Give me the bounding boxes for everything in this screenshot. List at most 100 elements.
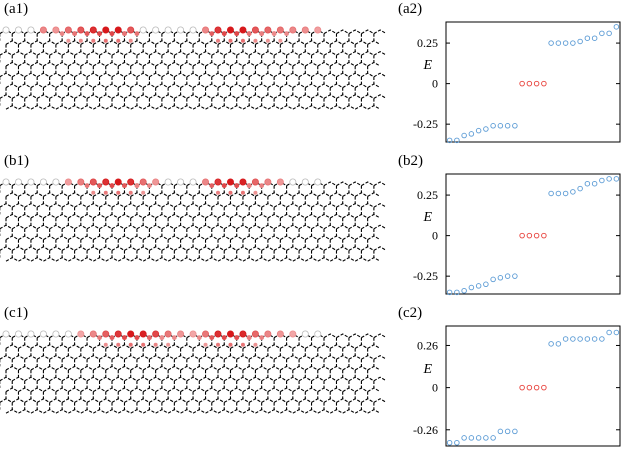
lattice-bond	[55, 213, 69, 219]
lattice-bond	[142, 61, 156, 67]
lattice-bond	[30, 344, 44, 349]
edge-site	[97, 335, 102, 340]
lattice-bond	[174, 72, 188, 78]
lattice-bond	[111, 246, 125, 251]
edge-site	[284, 31, 289, 36]
lattice-bond	[286, 72, 300, 78]
edge-site	[209, 335, 215, 340]
lattice-bond	[24, 50, 38, 56]
edge-site	[14, 330, 22, 338]
lattice-bond	[298, 246, 312, 251]
lattice-bond	[211, 72, 225, 78]
lattice-map-c1	[0, 330, 387, 414]
edge-site	[221, 31, 227, 36]
lattice-bond	[161, 72, 175, 78]
edge-site	[264, 178, 272, 186]
lattice-bond	[205, 61, 219, 67]
panel-label-c1: (c1)	[4, 305, 29, 321]
bulk-state-point	[570, 40, 576, 46]
lattice-bond	[74, 72, 88, 78]
lattice-bond	[205, 40, 219, 45]
lattice-bond	[255, 235, 269, 241]
edge-site	[221, 183, 227, 188]
lattice-bond	[286, 376, 300, 382]
lattice-bond	[99, 246, 113, 251]
lattice-bond	[105, 83, 119, 89]
lattice-bond	[180, 256, 194, 262]
edge-site	[253, 342, 258, 347]
lattice-bond	[124, 94, 138, 99]
edge-site	[84, 31, 90, 36]
lattice-bond	[117, 365, 131, 371]
lattice-bond	[80, 213, 94, 219]
edge-state-point	[541, 384, 547, 391]
lattice-bond	[0, 246, 13, 251]
edge-site	[77, 330, 85, 338]
lattice-bond	[336, 376, 350, 382]
lattice-bond	[305, 104, 319, 110]
lattice-bond	[298, 50, 312, 56]
edge-site	[27, 26, 35, 34]
lattice-bond	[223, 376, 237, 382]
y-tick-label: -0.25	[413, 269, 438, 283]
lattice-bond	[373, 333, 387, 339]
lattice-bond	[93, 104, 107, 110]
lattice-bond	[261, 246, 275, 251]
lattice-bond	[111, 94, 125, 99]
lattice-bond	[323, 224, 337, 230]
lattice-bond	[242, 387, 256, 393]
lattice-bond	[292, 213, 306, 219]
lattice-bond	[24, 376, 38, 382]
lattice-bond	[223, 72, 237, 78]
lattice-bond	[117, 213, 131, 219]
edge-site	[39, 178, 47, 186]
lattice-bond	[273, 50, 287, 56]
lattice-bond	[373, 376, 387, 382]
lattice-bond	[155, 61, 169, 67]
lattice-bond	[61, 202, 75, 208]
bulk-state-point	[475, 127, 482, 134]
lattice-bond	[367, 104, 381, 110]
lattice-bond	[142, 235, 156, 241]
lattice-bond	[18, 61, 32, 67]
lattice-bond	[217, 387, 231, 393]
lattice-bond	[86, 354, 100, 360]
lattice-bond	[142, 83, 156, 89]
lattice-bond	[86, 94, 100, 99]
lattice-bond	[36, 50, 50, 56]
lattice-bond	[242, 365, 256, 371]
bulk-state-point	[555, 341, 562, 347]
lattice-bond	[43, 235, 57, 241]
lattice-bond	[93, 192, 107, 197]
lattice-bond	[317, 365, 331, 371]
lattice-bond	[105, 61, 119, 67]
lattice-bond	[5, 365, 19, 371]
edge-site	[301, 178, 309, 186]
lattice-bond	[286, 246, 300, 251]
edge-site	[114, 330, 122, 338]
lattice-bond	[174, 224, 188, 230]
lattice-bond	[105, 192, 119, 197]
lattice-bond	[49, 224, 63, 230]
lattice-bond	[329, 40, 343, 45]
lattice-bond	[217, 344, 231, 349]
lattice-bond	[242, 192, 256, 197]
lattice-bond	[217, 61, 231, 67]
lattice-bond	[30, 365, 44, 371]
edge-state-point	[541, 232, 547, 239]
lattice-bond	[305, 235, 319, 241]
lattice-bond	[230, 40, 244, 45]
edge-site	[114, 178, 122, 186]
lattice-bond	[61, 94, 75, 99]
edge-site	[196, 335, 202, 340]
lattice-bond	[211, 376, 225, 382]
lattice-bond	[86, 202, 100, 208]
lattice-bond	[205, 192, 219, 197]
edge-site	[14, 26, 22, 34]
edge-site	[77, 178, 85, 186]
edge-site	[2, 26, 10, 34]
edge-site	[109, 335, 115, 340]
lattice-bond	[205, 213, 219, 219]
edge-state-point	[533, 384, 540, 391]
lattice-bond	[367, 365, 381, 371]
